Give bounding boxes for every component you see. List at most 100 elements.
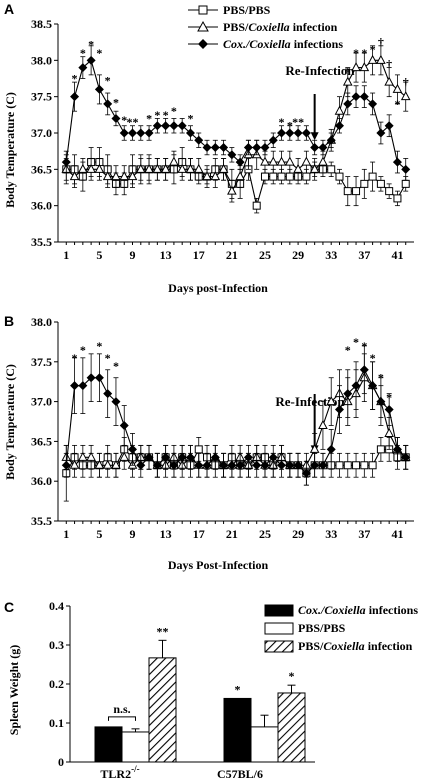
panel-a-series-triangle-point [210, 171, 221, 181]
panel-a-series-diamond-point [285, 128, 295, 138]
panel-b-series-diamond-point [268, 452, 278, 462]
panel-a-series-triangle-point [318, 156, 328, 166]
panel-a-series-diamond-point [161, 121, 171, 131]
panel-a-series-diamond-point [128, 128, 138, 138]
panel-c-bar [277, 692, 306, 763]
legend-swatch-white [264, 622, 294, 635]
panel-b-series-diamond-point [94, 373, 104, 383]
panel-a-series-triangle-point [111, 171, 121, 181]
panel-a-series-triangle-point [309, 163, 320, 173]
panel-a-y-tick-label: 36.0 [31, 199, 52, 213]
legend-marker-diamond [198, 39, 208, 49]
legend-pbs-coxiella: PBS/Coxiella infection [223, 20, 338, 34]
panel-b-series-diamond-point [177, 452, 187, 462]
panel-a-significance-mark: ** [127, 115, 139, 129]
panel-c-bar [250, 726, 279, 763]
panel-b-series-diamond-point [210, 452, 220, 462]
panel-b-series-diamond-point [194, 460, 204, 470]
panel-a-y-tick-label: 38.5 [31, 17, 52, 31]
panel-b-series-square-point [343, 461, 352, 470]
panel-b-series-diamond-point [260, 460, 270, 470]
panel-a-series-square-point [368, 172, 377, 181]
panel-a-series-diamond-point [343, 99, 353, 109]
panel-b-series-square-point [335, 461, 344, 470]
panel-a-significance-mark: † [403, 75, 409, 89]
panel-b-series-diamond-point [78, 381, 88, 391]
panel-c-legend: Cox./Coxiella infections PBS/PBS PBS/Cox… [264, 603, 418, 653]
panel-b-series-triangle-point [326, 396, 337, 406]
panel-a-series-triangle-point [160, 163, 171, 173]
panel-a-series-triangle-point [94, 163, 105, 173]
panel-b-x-tick-label: 37 [358, 527, 370, 541]
panel-a-significance-mark: * [163, 108, 169, 122]
panel-a-series-diamond-point [326, 135, 336, 145]
panel-b-significance-mark: * [96, 339, 102, 353]
panel-c-bar [94, 726, 123, 763]
panel-a-series-diamond-point [401, 164, 411, 174]
panel-a-series-diamond-point [144, 128, 154, 138]
legend-cox-coxiella: Cox./Coxiella infections [223, 37, 343, 51]
panel-a-series-diamond-point [119, 128, 129, 138]
panel-a-series-diamond-point [70, 92, 80, 102]
panel-b-series-diamond-point [301, 468, 311, 478]
panel-a-series-square-point [302, 172, 311, 181]
panel-c-y-tick-label: 0 [58, 755, 64, 769]
panel-a-series-square-point [401, 179, 410, 188]
panel-a-series-triangle-point [102, 171, 113, 181]
panel-a-series-triangle-point [169, 156, 179, 166]
legend-marker-triangle [197, 20, 209, 32]
panel-a-plot: 35.5 36.0 36.5 37.0 37.5 38.0 38.5 1 5 9 13 17 21 25 2… [31, 17, 414, 262]
panel-b-series-square-point [194, 445, 203, 454]
panel-a-reinfection-label: Re-Infection [285, 63, 355, 78]
panel-a-series-triangle-point [284, 156, 295, 166]
panel-b-series-diamond-point [136, 460, 146, 470]
panel-a-series-triangle-point [78, 163, 88, 173]
panel-c-y-tick-label: 0.3 [49, 638, 64, 652]
panel-b-series-diamond-point [86, 373, 96, 383]
panel-c-significance-mark: * [235, 682, 241, 696]
panel-a-significance-mark: * [287, 119, 293, 133]
panel-b-series-triangle-point [86, 451, 96, 461]
panel-a-significance-mark: * [113, 95, 119, 109]
panel-b-significance-mark: * [361, 339, 367, 353]
panel-a-series-diamond-point [202, 143, 212, 153]
panel-b-y-tick-label: 36.0 [31, 474, 52, 488]
legend-c-cox: Cox./Coxiella infections [298, 603, 418, 617]
panel-b-significance-mark: * [353, 335, 359, 349]
panel-a-series-diamond-point [111, 113, 121, 123]
panel-c-y-tick-label: 0.1 [49, 716, 64, 730]
panel-b-significance-mark: * [105, 351, 111, 365]
panel-a-significance-mark: * [187, 111, 193, 125]
legend-marker-square [198, 5, 208, 15]
panel-a-series-square-point [376, 179, 385, 188]
panel-b-x-tick-label: 13 [160, 527, 172, 541]
panel-a-series-triangle-point [359, 62, 370, 72]
panel-c-ns-label: n.s. [113, 702, 130, 716]
panel-a-significance-mark: * [394, 97, 400, 111]
panel-b-series-diamond-point [169, 460, 179, 470]
panel-a-series-square-point [260, 172, 269, 181]
panel-a-series-triangle-point [392, 83, 403, 93]
panel-a-series-triangle-point [342, 76, 353, 86]
panel-a-series-diamond-point [86, 55, 96, 65]
panel-b-x-tick-label: 17 [193, 527, 205, 541]
panel-a-legend: PBS/PBS PBS/Coxiella infection Cox./Coxi… [188, 3, 343, 51]
panel-b-series-diamond-point [376, 397, 386, 407]
panel-b-series-diamond-point [334, 405, 344, 415]
panel-a-x-tick-label: 13 [160, 248, 172, 262]
panel-a-x-tick-label: 5 [96, 248, 102, 262]
panel-a-series-triangle-point [193, 163, 204, 173]
panel-c-y-tick-label: 0.2 [49, 677, 64, 691]
panel-a-significance-mark: * [370, 42, 376, 56]
panel-b-series-diamond-point [351, 381, 361, 391]
panel-a-significance-mark: * [279, 115, 285, 129]
panel-b-series-diamond-point [243, 452, 253, 462]
panel-b-significance-mark: * [345, 343, 351, 357]
panel-a-series-diamond-line [65, 59, 407, 170]
panel-b-series-diamond-point [111, 397, 121, 407]
panel-a-series-triangle-point [119, 171, 130, 181]
panel-b-xlabel: Days Post-Infection [168, 558, 269, 572]
panel-b-series-diamond-point [368, 381, 378, 391]
panel-a-series-square-point [252, 201, 261, 210]
panel-a-significance-mark: * [80, 46, 86, 60]
